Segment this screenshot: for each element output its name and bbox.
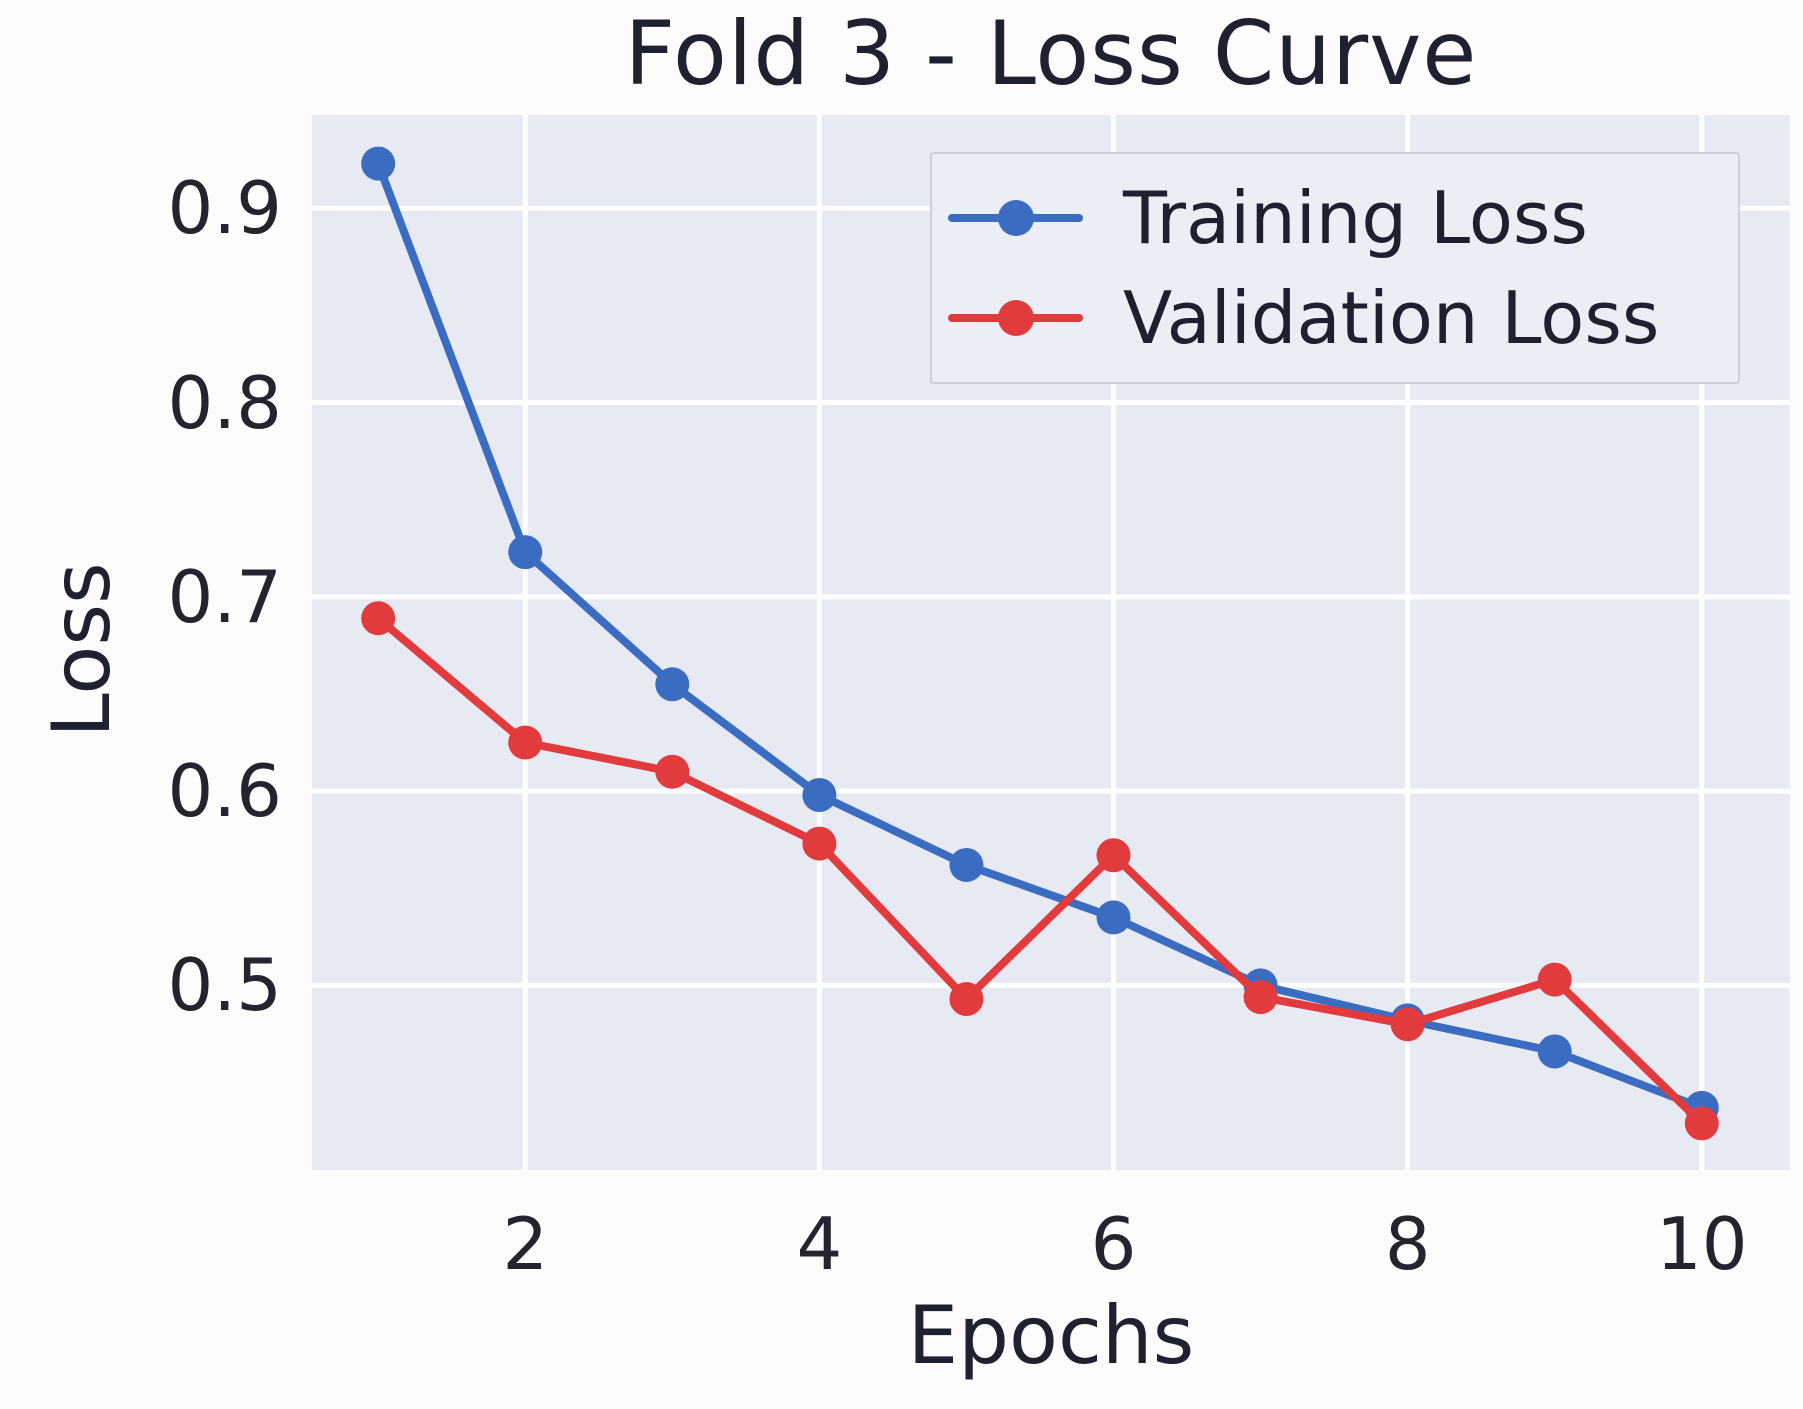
training-loss-point: [1537, 1034, 1572, 1069]
x-tick-label: 6: [1090, 1202, 1137, 1286]
legend-item-validation-loss: Validation Loss: [948, 268, 1738, 368]
y-tick-label: 0.6: [167, 749, 282, 834]
validation-loss-point: [949, 982, 984, 1017]
training-loss-swatch: [948, 200, 1083, 236]
validation-loss-point: [1243, 980, 1278, 1015]
validation-loss-point: [361, 601, 396, 636]
training-loss-point: [1096, 900, 1131, 935]
validation-loss-line: [374, 614, 1706, 1128]
x-tick-label: 10: [1655, 1202, 1748, 1286]
y-tick-label: 0.9: [167, 166, 282, 251]
training-loss-point: [508, 535, 543, 570]
validation-loss-point: [1684, 1106, 1719, 1141]
training-loss-point: [361, 146, 396, 181]
legend-label-training-loss: Training Loss: [1123, 176, 1588, 260]
training-loss-marker-icon: [997, 200, 1034, 236]
validation-loss-point: [655, 754, 690, 789]
validation-loss-point: [1390, 1007, 1425, 1042]
validation-loss-point: [1096, 838, 1131, 873]
legend-label-validation-loss: Validation Loss: [1123, 276, 1660, 360]
training-loss-point: [949, 847, 984, 882]
x-axis-label: Epochs: [907, 1289, 1195, 1382]
y-axis-label: Loss: [35, 562, 128, 738]
validation-loss-swatch: [948, 300, 1083, 336]
legend-item-training-loss: Training Loss: [948, 168, 1738, 268]
training-loss-line: [374, 159, 1706, 1112]
validation-loss-marker-icon: [997, 300, 1034, 336]
x-tick-label: 8: [1384, 1202, 1431, 1286]
y-tick-label: 0.7: [167, 554, 282, 639]
chart-title: Fold 3 - Loss Curve: [624, 2, 1478, 105]
x-tick-label: 2: [502, 1202, 549, 1286]
training-loss-point: [802, 778, 837, 813]
x-tick-label: 4: [796, 1202, 843, 1286]
validation-loss-point: [508, 725, 543, 760]
y-tick-label: 0.5: [167, 943, 282, 1028]
y-tick-label: 0.8: [167, 360, 282, 445]
validation-loss-point: [802, 826, 837, 861]
validation-loss-point: [1537, 962, 1572, 997]
legend: Training Loss Validation Loss: [930, 152, 1740, 384]
training-loss-point: [655, 667, 690, 702]
